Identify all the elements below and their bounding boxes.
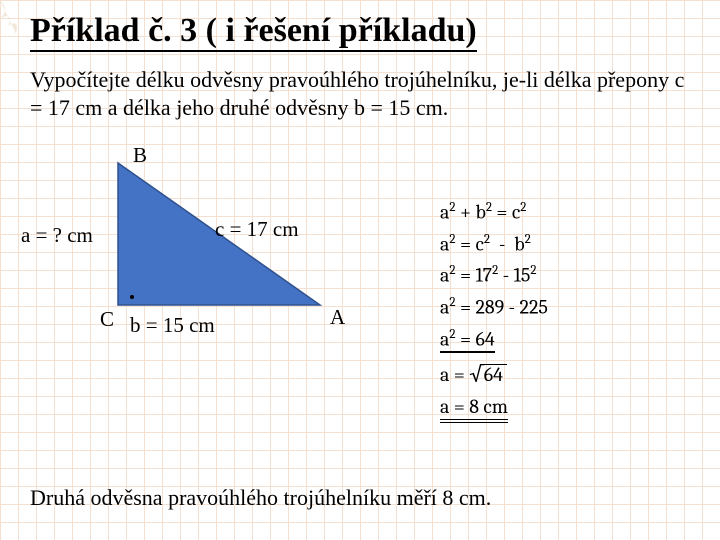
eq-sqrt: a = √64 xyxy=(440,361,700,387)
side-b-label: b = 15 cm xyxy=(130,313,215,338)
vertex-A: A xyxy=(330,305,345,330)
eq-diff: a2 = 64 xyxy=(440,327,700,354)
vertex-C: C xyxy=(100,307,114,332)
eq-rearranged: a2 = c2 - b2 xyxy=(440,232,700,256)
problem-text: Vypočítejte délku odvěsny pravoúhlého tr… xyxy=(30,66,690,121)
side-a-label: a = ? cm xyxy=(21,223,93,248)
eq-result: a = 8 cm xyxy=(440,395,700,423)
eq-substituted: a2 = 172 - 152 xyxy=(440,263,700,287)
triangle-diagram: B C A a = ? cm c = 17 cm b = 15 cm xyxy=(100,145,360,345)
side-c-label: c = 17 cm xyxy=(215,217,299,242)
eq-pythagoras: a2 + b2 = c2 xyxy=(440,200,700,224)
vertex-B: B xyxy=(133,143,147,168)
equations-block: a2 + b2 = c2 a2 = c2 - b2 a2 = 172 - 152… xyxy=(440,200,700,431)
right-angle-dot xyxy=(130,295,134,299)
final-answer: Druhá odvěsna pravoúhlého trojúhelníku m… xyxy=(30,485,491,511)
page-title: Příklad č. 3 ( i řešení příkladu) xyxy=(30,12,477,52)
eq-squared: a2 = 289 - 225 xyxy=(440,295,700,319)
